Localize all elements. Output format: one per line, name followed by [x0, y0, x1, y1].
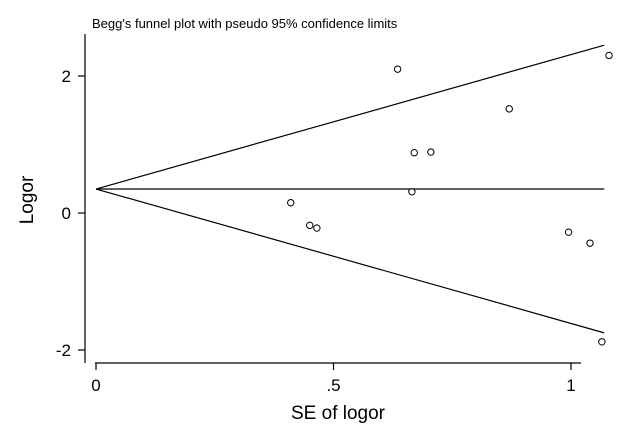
y-tick-label: 2 — [62, 67, 71, 86]
y-tick-label: 0 — [62, 204, 71, 223]
data-point — [393, 65, 402, 73]
y-tick-label: -2 — [56, 341, 71, 360]
data-point — [287, 199, 295, 207]
data-point — [598, 338, 606, 346]
data-points — [287, 51, 613, 346]
data-point — [313, 224, 321, 232]
confidence-lines — [95, 44, 605, 334]
chart-title: Begg's funnel plot with pseudo 95% confi… — [92, 16, 398, 31]
data-point — [410, 149, 418, 157]
x-tick-label: 0 — [91, 376, 100, 395]
x-axis: 0.5 1 — [91, 362, 581, 395]
upper-confidence-limit — [95, 44, 605, 190]
y-axis: -2 0 2 — [56, 34, 86, 363]
data-point — [605, 51, 613, 60]
data-point — [564, 228, 573, 236]
x-tick-label: .5 — [326, 376, 340, 395]
x-axis-title: SE of logor — [291, 403, 386, 424]
x-tick-label: 1 — [566, 376, 575, 395]
data-point — [586, 239, 594, 247]
data-point — [427, 148, 435, 156]
data-point — [306, 221, 314, 230]
lower-confidence-limit — [95, 188, 605, 334]
y-axis-title: Logor — [17, 175, 38, 224]
data-point — [505, 105, 513, 113]
data-point — [408, 188, 416, 196]
